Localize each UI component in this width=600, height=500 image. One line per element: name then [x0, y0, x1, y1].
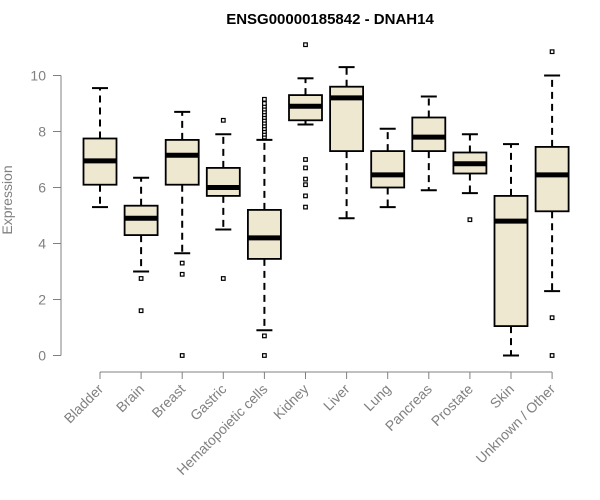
- y-tick-label: 8: [38, 124, 46, 140]
- outlier-point: [303, 165, 308, 171]
- x-tick-label: Brain: [113, 381, 147, 415]
- outlier-point: [303, 182, 308, 188]
- outlier-point: [138, 276, 144, 281]
- outlier-point: [549, 49, 555, 55]
- box-skin: [493, 143, 529, 357]
- box-unknown-other: [534, 49, 570, 358]
- x-tick-label: Prostate: [428, 381, 476, 429]
- y-tick-label: 0: [38, 348, 46, 364]
- y-axis-label: Expression: [0, 165, 15, 234]
- outlier-point: [303, 157, 308, 162]
- outlier-point: [179, 353, 185, 358]
- box-hematopoietic-cells: [246, 96, 282, 358]
- outlier-point: [303, 193, 308, 199]
- outlier-point: [179, 260, 185, 266]
- outlier-point: [303, 42, 308, 48]
- box-iqr: [493, 194, 529, 327]
- outlier-point: [138, 308, 144, 314]
- box-prostate: [452, 133, 488, 223]
- outlier-point: [549, 353, 555, 358]
- box-kidney: [288, 42, 323, 210]
- outlier-point: [303, 204, 308, 210]
- outlier-point: [467, 217, 473, 223]
- y-tick-label: 4: [38, 236, 46, 252]
- box-pancreas: [411, 95, 447, 192]
- outlier-point: [262, 333, 267, 339]
- x-tick-label: Kidney: [270, 381, 312, 423]
- x-tick-label: Breast: [148, 381, 188, 421]
- box-iqr: [164, 138, 200, 186]
- box-liver: [329, 66, 365, 220]
- box-iqr: [246, 208, 282, 260]
- outlier-point: [262, 96, 267, 102]
- box-iqr: [205, 166, 241, 197]
- box-breast: [164, 110, 200, 358]
- chart-title: ENSG00000185842 - DNAH14: [226, 11, 434, 28]
- outlier-point: [220, 117, 226, 123]
- box-gastric: [205, 117, 241, 281]
- outlier-point: [179, 271, 185, 277]
- outlier-point: [220, 276, 226, 281]
- outlier-point: [262, 101, 267, 106]
- y-axis: 0 2 4 6 8 10: [30, 68, 62, 364]
- box-iqr: [534, 145, 570, 213]
- boxes: [82, 42, 570, 358]
- y-tick-label: 2: [38, 292, 46, 308]
- box-brain: [123, 176, 159, 314]
- outlier-point: [262, 353, 267, 358]
- x-tick-label: Skin: [487, 381, 518, 412]
- y-tick-label: 10: [30, 68, 46, 84]
- box-lung: [370, 127, 406, 209]
- x-tick-label: Lung: [360, 381, 393, 414]
- y-tick-label: 6: [38, 180, 46, 196]
- box-iqr: [370, 150, 406, 189]
- outlier-point: [549, 315, 555, 321]
- box-bladder: [82, 87, 118, 209]
- outlier-point: [303, 176, 308, 182]
- box-iqr: [411, 116, 447, 152]
- x-tick-label: Bladder: [61, 381, 107, 427]
- x-tick-label: Liver: [320, 381, 353, 414]
